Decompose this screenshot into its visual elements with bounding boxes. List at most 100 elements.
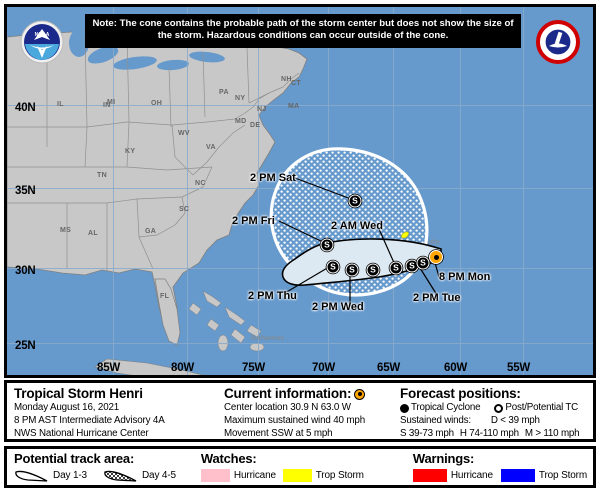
current-info-heading: Current information: — [224, 386, 387, 402]
state-label-ms: MS — [60, 227, 72, 234]
state-label-ma: MA — [288, 103, 300, 110]
max-wind: Maximum sustained wind 40 mph — [224, 415, 366, 427]
state-label-pa: PA — [219, 89, 229, 96]
map-frame: MI NY NH MA CT IL IN OH PA NJ DE MD WV V… — [4, 4, 596, 378]
tropical-cyclone-icon — [400, 404, 409, 414]
day-1-3-cone-icon — [15, 470, 48, 482]
forecast-symbol-row: Tropical Cyclone Post/Potential TC — [400, 402, 587, 415]
wind-cat-h: H 74-110 mph — [459, 427, 519, 439]
lat-label-25n: 25N — [15, 340, 36, 352]
state-label-nh: NH — [281, 76, 292, 83]
gridline-lon-60 — [460, 7, 461, 375]
post-potential-tc-label: Post/Potential TC — [505, 402, 579, 414]
watches-legend: Watches: Hurricane Trop Storm — [194, 451, 370, 485]
watches-legend-row: Hurricane Trop Storm — [200, 468, 364, 482]
state-label-tn: TN — [97, 172, 107, 179]
state-label-nc: NC — [195, 180, 206, 187]
lon-label-75w: 75W — [242, 362, 266, 374]
day-1-3-label: Day 1-3 — [53, 470, 87, 482]
forecast-marker-wed-2pm[interactable]: S — [345, 263, 359, 277]
forecast-marker-sat[interactable]: S — [348, 194, 362, 208]
warning-hurricane-swatch — [412, 468, 447, 482]
watch-hurricane-label: Hurricane — [233, 469, 276, 481]
state-label-md: MD — [235, 118, 247, 125]
current-position-icon — [354, 388, 366, 400]
storm-date: Monday August 16, 2021 — [14, 402, 120, 414]
state-label-ny: NY — [235, 95, 246, 102]
warnings-heading: Warnings: — [412, 451, 475, 466]
state-label-sc: SC — [179, 206, 190, 213]
gridline-lon-80 — [187, 7, 188, 375]
sustained-winds-label: Sustained winds: — [400, 414, 471, 426]
gridline-lat-25 — [7, 343, 593, 344]
state-label-oh: OH — [151, 100, 163, 107]
info-panel: Tropical Storm Henri Monday August 16, 2… — [4, 380, 596, 442]
bermuda-island — [401, 231, 409, 239]
geo-label-bahamas: Bahamas — [251, 333, 285, 342]
current-position-marker[interactable] — [429, 250, 443, 264]
movement: Movement SSW at 5 mph — [224, 428, 333, 440]
state-label-al: AL — [88, 230, 98, 237]
track-label-tue: 2 PM Tue — [413, 292, 461, 304]
track-label-wed-2pm: 2 PM Wed — [312, 301, 364, 313]
track-label-wed-2am: 2 AM Wed — [331, 220, 383, 232]
track-label-sat: 2 PM Sat — [250, 172, 296, 184]
forecast-positions-column: Forecast positions: Tropical Cyclone Pos… — [393, 383, 593, 439]
state-label-de: DE — [250, 122, 261, 129]
warnings-legend-row: Hurricane Trop Storm — [412, 468, 587, 482]
current-info-heading-text: Current information: — [224, 386, 352, 401]
forecast-positions-heading: Forecast positions: — [400, 386, 521, 401]
gridline-lon-85 — [113, 7, 114, 375]
center-location: Center location 30.9 N 63.0 W — [224, 402, 351, 414]
storm-title: Tropical Storm Henri — [14, 386, 143, 401]
forecast-marker-tue[interactable]: S — [416, 256, 430, 270]
forecast-marker-wed-2am[interactable]: S — [389, 261, 403, 275]
day-4-5-cone-icon — [104, 470, 137, 482]
warning-trop-storm-label: Trop Storm — [538, 469, 587, 481]
sustained-winds-row: Sustained winds: D < 39 mph — [400, 415, 587, 428]
track-legend-row: Day 1-3 Day 4-5 — [14, 469, 188, 483]
lon-label-85w: 85W — [97, 362, 121, 374]
map-canvas: MI NY NH MA CT IL IN OH PA NJ DE MD WV V… — [7, 7, 593, 375]
forecast-cone-svg — [269, 147, 442, 303]
track-label-fri: 2 PM Fri — [232, 215, 275, 227]
watches-heading: Watches: — [200, 451, 257, 466]
forecast-marker-thu[interactable]: S — [326, 260, 340, 274]
state-label-mi: MI — [107, 99, 116, 106]
state-label-fl: FL — [160, 293, 170, 300]
state-label-nj: NJ — [257, 106, 267, 113]
watch-trop-storm-label: Trop Storm — [315, 469, 364, 481]
track-label-mon: 8 PM Mon — [439, 271, 491, 283]
warning-hurricane-label: Hurricane — [450, 469, 493, 481]
lon-label-60w: 60W — [444, 362, 468, 374]
wind-cat-m: M > 110 mph — [524, 427, 580, 439]
post-potential-tc-icon — [494, 404, 504, 414]
noaa-logo: NOAA — [20, 20, 64, 64]
state-label-va: VA — [206, 144, 216, 151]
watch-trop-storm-swatch — [282, 468, 312, 482]
wind-categories-row: S 39-73 mph H 74-110 mph M > 110 mph — [400, 428, 587, 441]
state-label-ga: GA — [145, 228, 157, 235]
potential-track-heading: Potential track area: — [14, 451, 135, 466]
state-label-ct: CT — [291, 80, 301, 87]
center-dot — [433, 254, 439, 260]
forecast-marker-fri[interactable]: S — [320, 238, 334, 252]
lon-label-70w: 70W — [312, 362, 336, 374]
storm-info-column: Tropical Storm Henri Monday August 16, 2… — [7, 383, 217, 439]
forecast-marker-mid[interactable]: S — [366, 263, 380, 277]
watch-hurricane-swatch — [200, 468, 230, 482]
cone-disclaimer-note: Note: The cone contains the probable pat… — [85, 14, 521, 48]
gridline-lon-75 — [258, 7, 259, 375]
potential-track-legend: Potential track area: Day 1-3 — [7, 451, 194, 485]
warning-trop-storm-swatch — [500, 468, 535, 482]
storm-agency: NWS National Hurricane Center — [14, 428, 149, 440]
state-label-in: IN — [103, 102, 111, 109]
current-info-column: Current information: Center location 30.… — [217, 383, 393, 439]
track-label-thu: 2 PM Thu — [248, 290, 297, 302]
lat-label-30n: 30N — [15, 265, 36, 277]
warnings-legend: Warnings: Hurricane Trop Storm — [370, 451, 593, 485]
state-label-wv: WV — [178, 130, 190, 137]
state-label-ky: KY — [125, 148, 136, 155]
legend-panel: Potential track area: Day 1-3 — [4, 446, 596, 488]
